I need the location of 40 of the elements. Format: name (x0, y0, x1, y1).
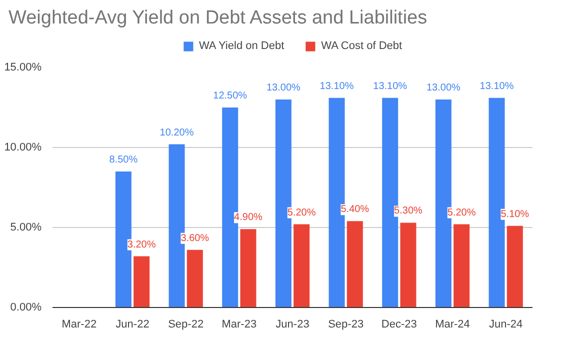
data-label: 5.20% (447, 207, 476, 218)
data-label: 13.00% (426, 82, 460, 94)
y-tick-label: 5.00% (10, 222, 42, 234)
bar (294, 224, 310, 308)
bar (346, 221, 363, 308)
bar (134, 256, 150, 308)
data-label: 13.00% (266, 82, 300, 94)
x-tick-label: Jun-22 (116, 318, 150, 330)
x-tick-label: Jun-24 (489, 318, 523, 330)
data-label: 10.20% (160, 127, 194, 138)
x-tick-label: Dec-23 (381, 318, 417, 330)
data-label: 5.20% (287, 207, 316, 218)
data-label: 12.50% (213, 90, 248, 102)
y-tick-label: 15.00% (4, 62, 42, 74)
data-label: 3.60% (180, 232, 210, 244)
data-label: 5.40% (340, 204, 370, 216)
data-label: 5.30% (394, 206, 423, 217)
bar (454, 224, 470, 308)
chart-title: Weighted-Avg Yield on Debt Assets and Liabilities (8, 8, 428, 28)
bar (506, 226, 523, 308)
x-tick-label: Mar-24 (435, 318, 470, 330)
bar (400, 222, 416, 308)
legend-label: WA Yield on Debt (198, 40, 284, 52)
data-label: 13.10% (480, 80, 514, 92)
bar (186, 250, 203, 308)
legend-label: WA Cost of Debt (321, 40, 402, 52)
y-tick-label: 10.00% (4, 142, 42, 154)
bar (240, 229, 256, 308)
y-tick-label: 0.00% (10, 302, 42, 314)
data-label: 13.10% (320, 80, 354, 92)
x-tick-label: Sep-22 (168, 318, 204, 330)
x-tick-label: Mar-22 (62, 318, 97, 330)
data-label: 3.20% (127, 239, 156, 250)
x-tick-label: Sep-23 (328, 318, 364, 330)
data-label: 4.90% (234, 212, 263, 224)
data-label: 8.50% (109, 154, 138, 166)
x-tick-label: Mar-23 (222, 318, 257, 330)
x-tick-label: Jun-23 (276, 318, 310, 330)
data-label: 13.10% (373, 80, 408, 92)
data-label: 5.10% (500, 208, 530, 220)
